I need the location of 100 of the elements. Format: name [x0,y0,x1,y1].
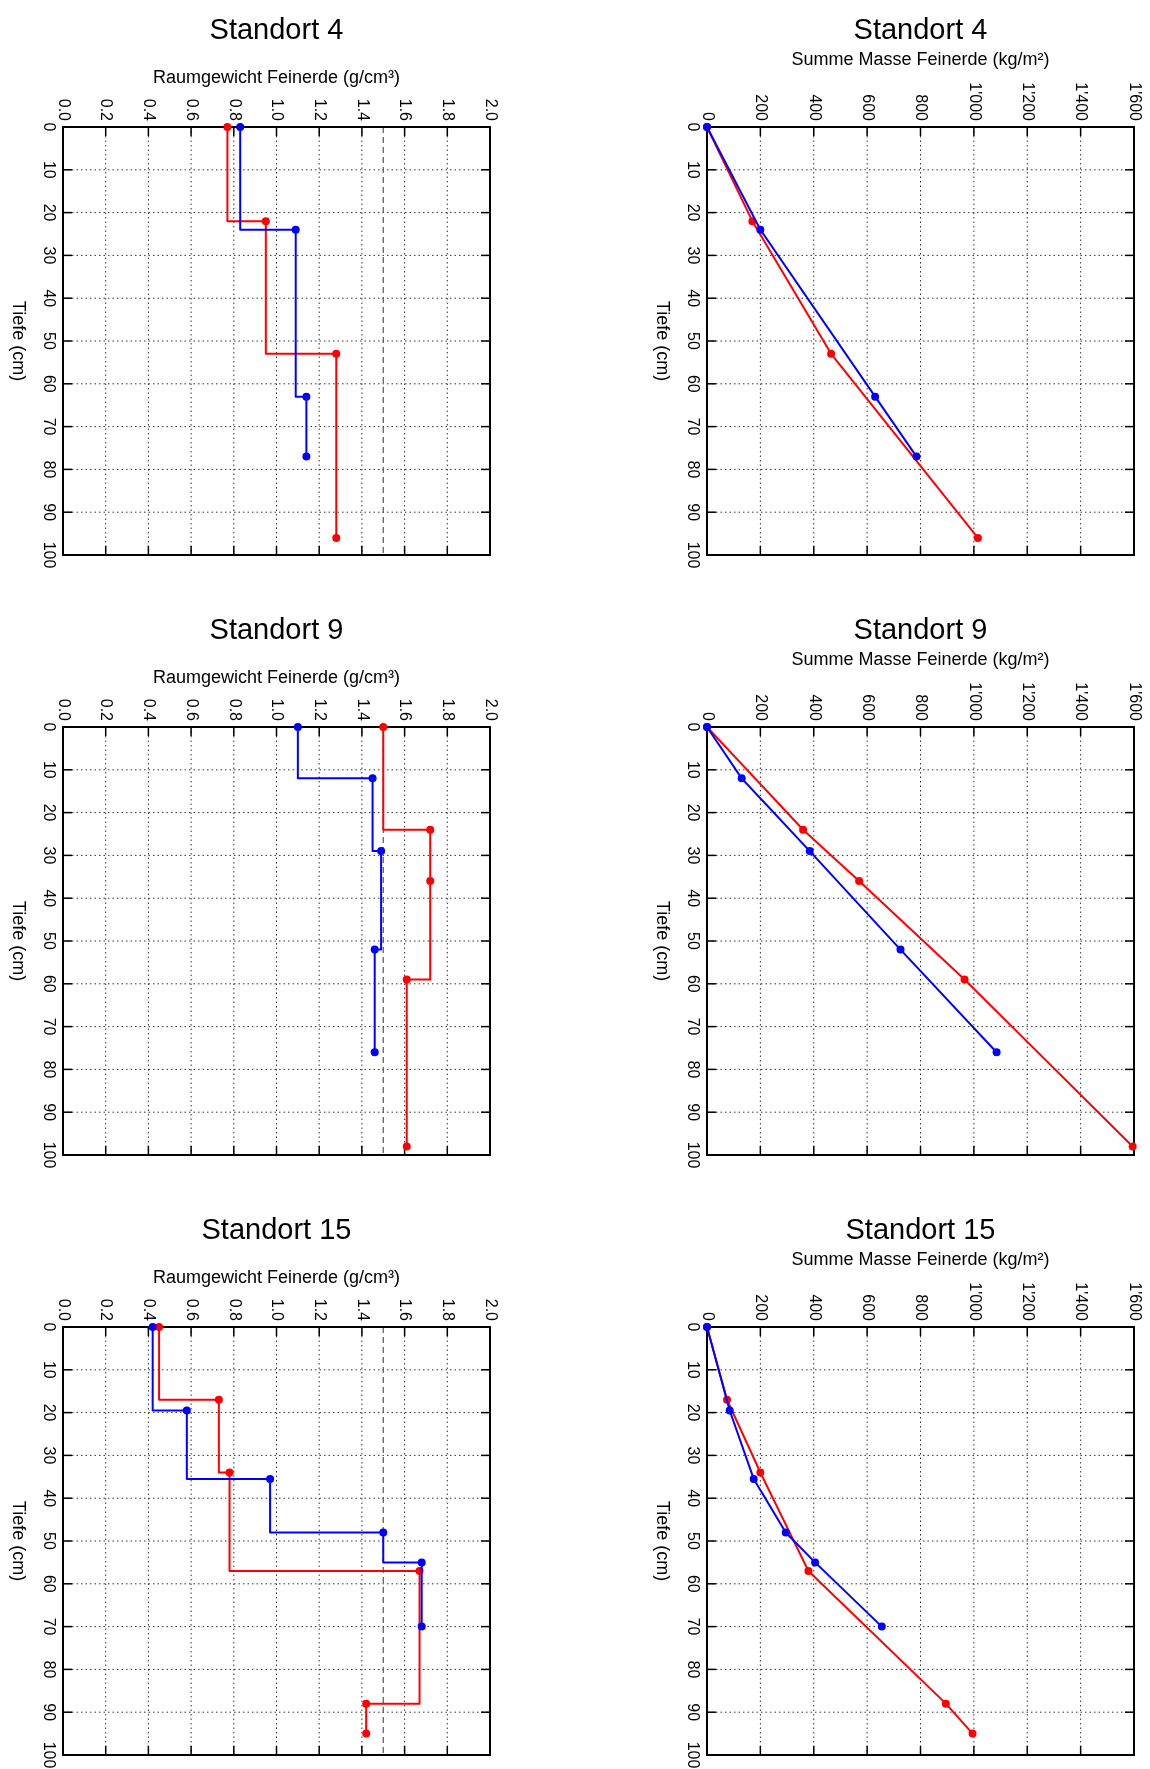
y-tick-label: 20 [40,803,58,822]
y-tick-label: 10 [684,160,702,179]
y-tick-label: 40 [40,1489,58,1508]
y-tick-label: 30 [40,846,58,865]
y-tick-label: 60 [684,1574,702,1593]
y-tick-label: 10 [40,160,58,179]
x-tick-label: 0.4 [141,698,159,722]
y-axis-title: Tiefe (cm) [653,1500,673,1582]
point [266,1474,275,1483]
y-tick-label: 90 [40,503,58,522]
y-tick-label: 70 [40,1617,58,1636]
x-tick-label: 1'200 [1020,82,1038,122]
point [182,1406,191,1415]
point [805,847,814,856]
y-tick-label: 70 [684,1017,702,1036]
point [973,533,982,542]
y-axis-title: Tiefe (cm) [9,900,29,982]
x-tick-label: 200 [753,94,771,122]
y-tick-label: 80 [684,460,702,479]
y-tick-label: 90 [40,1103,58,1122]
point [737,774,746,783]
y-tick-label: 100 [684,1141,702,1169]
y-axis-title: Tiefe (cm) [9,1500,29,1582]
y-tick-label: 60 [40,374,58,393]
y-tick-label: 10 [684,760,702,779]
x-tick-label: 1.2 [311,698,329,722]
point [236,123,245,131]
y-tick-label: 80 [684,1060,702,1079]
point [941,1699,950,1708]
y-tick-label: 80 [40,460,58,479]
point [855,877,864,886]
y-tick-label: 60 [40,1574,58,1593]
y-tick-label: 70 [40,1017,58,1036]
y-tick-label: 70 [684,417,702,436]
point [417,1558,426,1567]
y-tick-label: 10 [684,1360,702,1379]
y-tick-label: 100 [40,1741,58,1769]
x-axis-title: Raumgewicht Feinerde (g/cm³) [152,1267,401,1287]
x-tick-label: 1'200 [1020,682,1038,722]
x-tick-label: 400 [806,94,824,122]
y-tick-label: 90 [684,1703,702,1722]
x-tick-label: 1.4 [354,698,372,722]
point [370,1048,379,1057]
x-tick-label: 0.6 [183,98,201,122]
x-tick-label: 800 [913,694,931,722]
x-tick-label: 800 [913,1294,931,1322]
x-tick-label: 1.0 [269,98,287,122]
point [261,217,270,226]
point [756,225,765,234]
y-tick-label: 0 [684,1322,702,1332]
x-tick-label: 1.4 [354,1298,372,1322]
point [781,1528,790,1537]
y-tick-label: 50 [40,932,58,950]
point [877,1622,886,1631]
x-axis-title: Summe Masse Feinerde (kg/m²) [791,649,1050,669]
x-tick-label: 1.4 [354,98,372,122]
point [811,1558,820,1567]
point [912,452,921,461]
x-tick-label: 1.8 [440,1298,458,1322]
x-tick-label: 1'400 [1073,682,1091,722]
y-axis-title: Tiefe (cm) [9,300,29,382]
y-tick-label: 40 [40,289,58,308]
x-tick-label: 0.6 [183,698,201,722]
x-tick-label: 1'200 [1020,1282,1038,1322]
point [148,1323,157,1331]
x-tick-label: 1'400 [1073,82,1091,122]
point [402,1142,411,1151]
chart-title: Standort 4 [209,13,344,45]
y-tick-label: 100 [40,1141,58,1169]
x-tick-label: 1.6 [397,1298,415,1322]
point [896,945,905,954]
y-tick-label: 0 [40,722,58,732]
y-axis-title: Tiefe (cm) [653,900,673,982]
y-tick-label: 50 [684,332,702,350]
x-tick-label: 0.2 [98,98,116,122]
x-tick-label: 0.8 [226,698,244,722]
x-tick-label: 2.0 [482,98,500,122]
point [291,225,300,234]
chart-title: Standort 9 [209,613,344,645]
x-tick-label: 1.8 [440,98,458,122]
y-tick-label: 20 [40,1403,58,1422]
y-tick-label: 0 [684,122,702,132]
point [293,723,302,731]
x-axis-title: Summe Masse Feinerde (kg/m²) [791,49,1050,69]
y-tick-label: 90 [40,1703,58,1722]
point [362,1729,371,1738]
x-tick-label: 1.6 [397,698,415,722]
x-tick-label: 0.2 [98,1298,116,1322]
point [960,975,969,984]
x-tick-label: 1'600 [1126,682,1144,722]
chart-title: Standort 15 [201,1213,352,1245]
point [756,1468,765,1477]
chart-title: Standort 15 [845,1213,996,1245]
point [426,877,435,886]
x-tick-label: 1'600 [1126,1282,1144,1322]
y-tick-label: 70 [40,417,58,436]
y-tick-label: 10 [40,760,58,779]
point [1128,1142,1137,1151]
x-tick-label: 400 [806,694,824,722]
x-tick-label: 600 [859,694,877,722]
